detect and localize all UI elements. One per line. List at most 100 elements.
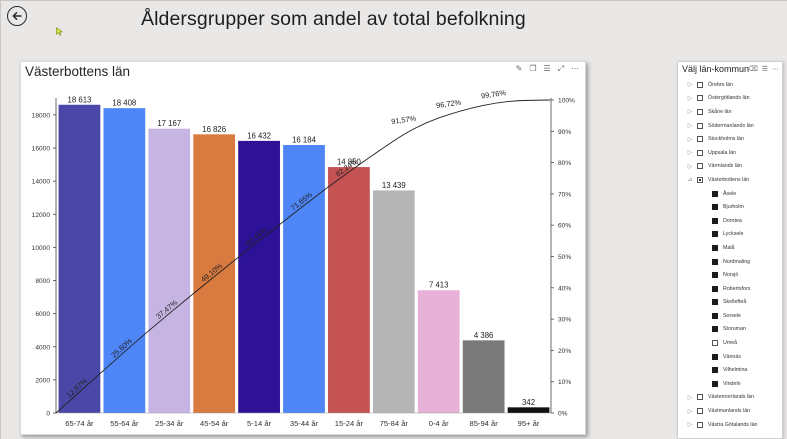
bar [507,407,550,413]
slicer-item[interactable]: ▷ Skåne län [678,105,782,119]
page-title: Åldersgrupper som andel av total befolkn… [141,8,526,30]
checkbox[interactable] [712,217,718,224]
y-right-tick-label: 70% [558,191,571,198]
checkbox[interactable] [697,108,703,115]
checkbox[interactable] [712,312,718,319]
slicer-child-item[interactable]: Lycksele [678,228,782,242]
checkbox[interactable] [697,176,703,183]
more-options-icon[interactable]: ⋯ [772,66,779,73]
slicer-child-item[interactable]: Vindeln [678,377,782,391]
chart-visual[interactable]: 0 2000 4000 6000 8000 10000 12000 14000 16000 180… [20,61,586,435]
slicer-child-item[interactable]: Bjurholm [678,200,782,214]
slicer-item[interactable]: ▷ Örebro län [678,78,782,92]
bar-value-label: 17 167 [157,119,181,128]
slicer-item[interactable]: ▷ Uppsala län [678,146,782,160]
checkbox[interactable] [697,81,703,88]
checkbox[interactable] [697,408,703,415]
slicer-child-item[interactable]: Åsele [678,187,782,201]
checkbox[interactable] [712,231,718,238]
slicer-child-item[interactable]: Storuman [678,323,782,337]
slicer-list: ▷ Örebro län ▷ Östergötlands län ▷ Skåne län ▷… [678,78,782,431]
checkbox[interactable] [712,272,718,279]
y-right-tick-label: 90% [558,129,571,136]
slicer-child-item[interactable]: Umeå [678,336,782,350]
y-right-tick-label: 10% [558,379,571,386]
slicer-item[interactable]: ▷ Värmlands län [678,160,782,174]
expand-chevron-icon[interactable]: ▷ [687,163,693,170]
slicer-item-label: Storuman [723,326,746,333]
clear-selections-icon[interactable]: ⌫ [747,66,758,73]
checkbox[interactable] [712,380,718,387]
checkbox[interactable] [697,149,703,156]
pin-icon[interactable]: ✎ [515,64,523,73]
slicer-child-item[interactable]: Robertsfors [678,282,782,296]
checkbox[interactable] [712,204,718,211]
checkbox[interactable] [712,367,718,374]
checkbox[interactable] [712,340,718,347]
expand-chevron-icon[interactable]: ▷ [687,82,693,89]
checkbox[interactable] [697,95,703,102]
focus-mode-icon[interactable]: ⤢ [557,64,565,73]
filter-icon[interactable]: ☰ [543,64,551,73]
checkbox[interactable] [712,190,718,197]
slicer-item[interactable]: ▷ Östergötlands län [678,92,782,106]
slicer-child-item[interactable]: Sorsele [678,309,782,323]
slicer-item-label: Bjurholm [723,204,744,211]
x-category-label: 15-24 år [335,419,364,428]
copy-icon[interactable]: ❐ [529,64,537,73]
checkbox[interactable] [697,394,703,401]
expand-chevron-icon[interactable]: ▷ [687,408,693,415]
slicer-item-label: Östergötlands län [708,95,750,102]
expand-chevron-icon[interactable]: ▷ [687,150,693,157]
slicer-item[interactable]: ▷ Södermanlands län [678,119,782,133]
slicer-item[interactable]: ▷ Västernorrlands län [678,391,782,405]
expand-chevron-icon[interactable]: ▷ [687,95,693,102]
slicer-item-label: Lycksele [723,231,744,238]
slicer-child-item[interactable]: Vännäs [678,350,782,364]
checkbox[interactable] [697,122,703,129]
slicer-item[interactable]: ▷ Västmanlands län [678,404,782,418]
slicer-item-label: Västra Götalands län [708,421,758,428]
checkbox[interactable] [697,136,703,143]
slicer-child-item[interactable]: Skellefteå [678,296,782,310]
expand-chevron-icon[interactable]: ▷ [687,123,693,130]
checkbox[interactable] [712,299,718,306]
checkbox[interactable] [697,163,703,170]
checkbox[interactable] [712,353,718,360]
bar-value-label: 342 [522,398,535,407]
cumulative-pct-label: 91,57% [391,114,417,126]
y-left-tick-label: 6000 [35,311,50,318]
checkbox[interactable] [712,258,718,265]
expand-chevron-icon[interactable]: ▷ [687,109,693,116]
back-button[interactable] [7,6,27,26]
slicer-child-item[interactable]: Norsjö [678,268,782,282]
bar [103,108,146,413]
checkbox[interactable] [697,421,703,428]
x-category-label: 95+ år [518,419,540,428]
slicer-item[interactable]: ▷ Västra Götalands län [678,418,782,432]
collapse-chevron-icon[interactable]: ⊿ [687,177,693,184]
slicer-item[interactable]: ⊿ Västerbottens län [678,173,782,187]
bar-value-label: 18 408 [112,99,136,108]
x-category-label: 45-54 år [200,419,229,428]
bar-value-label: 7 413 [429,281,449,290]
expand-chevron-icon[interactable]: ▷ [687,136,693,143]
slicer-child-item[interactable]: Nordmaling [678,255,782,269]
slicer-child-item[interactable]: Malå [678,241,782,255]
filter-icon[interactable]: ☰ [761,66,768,73]
checkbox[interactable] [712,326,718,333]
slicer-item-label: Robertsfors [723,285,751,292]
slicer-visual[interactable]: Välj län-kommun ⌫ ☰ ⋯ ▷ Örebro län ▷ Österg… [677,61,783,439]
slicer-child-item[interactable]: Dorotea [678,214,782,228]
slicer-item-label: Stockholms län [708,136,744,143]
expand-chevron-icon[interactable]: ▷ [687,422,693,429]
slicer-item[interactable]: ▷ Stockholms län [678,132,782,146]
checkbox[interactable] [712,285,718,292]
more-options-icon[interactable]: ⋯ [571,64,579,73]
bar-value-label: 16 432 [247,131,271,140]
expand-chevron-icon[interactable]: ▷ [687,394,693,401]
checkbox[interactable] [712,244,718,251]
slicer-child-item[interactable]: Vilhelmina [678,363,782,377]
y-left-tick-label: 4000 [35,344,50,351]
y-right-tick-label: 100% [558,98,575,105]
